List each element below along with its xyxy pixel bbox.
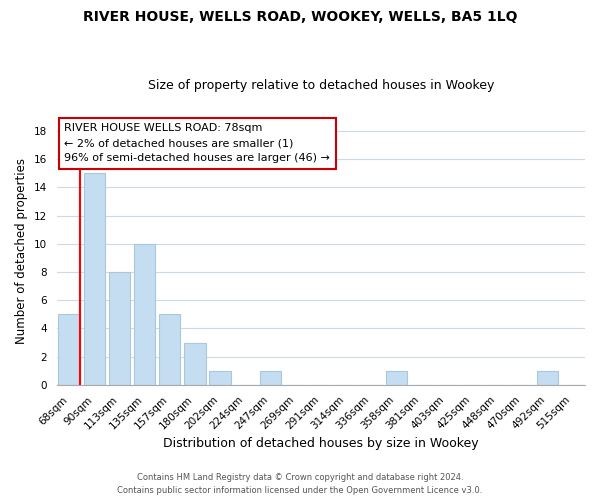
Bar <box>386 371 407 385</box>
X-axis label: Distribution of detached houses by size in Wookey: Distribution of detached houses by size … <box>163 437 479 450</box>
Bar <box>134 244 155 385</box>
Text: RIVER HOUSE WELLS ROAD: 78sqm
← 2% of detached houses are smaller (1)
96% of sem: RIVER HOUSE WELLS ROAD: 78sqm ← 2% of de… <box>64 124 331 163</box>
Bar <box>109 272 130 385</box>
Bar <box>83 173 105 385</box>
Y-axis label: Number of detached properties: Number of detached properties <box>15 158 28 344</box>
Text: Contains HM Land Registry data © Crown copyright and database right 2024.
Contai: Contains HM Land Registry data © Crown c… <box>118 474 482 495</box>
Bar <box>209 371 231 385</box>
Bar <box>536 371 558 385</box>
Bar <box>260 371 281 385</box>
Title: Size of property relative to detached houses in Wookey: Size of property relative to detached ho… <box>148 79 494 92</box>
Bar <box>159 314 181 385</box>
Bar <box>184 342 206 385</box>
Text: RIVER HOUSE, WELLS ROAD, WOOKEY, WELLS, BA5 1LQ: RIVER HOUSE, WELLS ROAD, WOOKEY, WELLS, … <box>83 10 517 24</box>
Bar <box>58 314 80 385</box>
